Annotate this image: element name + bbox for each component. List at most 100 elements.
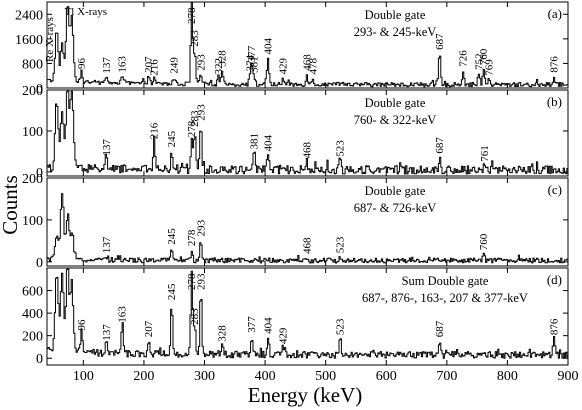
tl-xray-label: Tl X-rays — [65, 6, 107, 18]
x-tick-label: 800 — [497, 369, 518, 384]
peak-label: 96 — [76, 58, 88, 70]
peak-label: 752 — [473, 53, 485, 70]
gate-energies: 760- & 322-keV — [354, 113, 437, 127]
peak-label: 216 — [149, 59, 161, 76]
peak-label: 278 — [186, 229, 198, 246]
peak-label: 760 — [478, 233, 490, 250]
y-tick-label: 200 — [22, 172, 43, 187]
peak-label: 283 — [189, 30, 201, 47]
peak-label: 404 — [263, 317, 275, 334]
peak-label: 293 — [195, 54, 207, 71]
panel-frame — [46, 267, 569, 366]
peak-label: 249 — [169, 57, 181, 74]
peak-label: 687 — [434, 137, 446, 154]
y-tick-label: 100 — [22, 214, 43, 229]
peak-label: 468 — [301, 237, 313, 254]
x-tick-label: 700 — [436, 369, 457, 384]
peak-label: 96 — [76, 319, 88, 331]
y-tick-label: 800 — [22, 57, 43, 72]
gate-energies: 293- & 245-keV — [354, 25, 437, 39]
peak-label: 876 — [549, 56, 561, 73]
peak-label: 769 — [484, 59, 496, 76]
peak-label: 523 — [335, 236, 347, 253]
y-tick-label: 100 — [22, 125, 43, 140]
peak-label: 381 — [249, 133, 261, 150]
y-tick-label: 1600 — [15, 33, 43, 48]
peak-label: 760 — [478, 48, 490, 65]
peak-label: 137 — [101, 57, 113, 74]
peak-label: 283 — [189, 110, 201, 127]
peak-label: 687 — [434, 320, 446, 337]
gate-energies: 687-, 876-, 163-, 207 & 377-keV — [362, 291, 528, 305]
peak-label: 687 — [434, 33, 446, 50]
x-tick-label: 100 — [73, 369, 94, 384]
peak-label: 468 — [301, 54, 313, 71]
x-axis-title: Energy (keV) — [248, 383, 363, 407]
panel-letter: (c) — [548, 182, 562, 197]
x-tick-label: 900 — [558, 369, 579, 384]
peak-label: 137 — [101, 236, 113, 253]
peak-label: 374 — [244, 54, 256, 71]
peak-label: 137 — [101, 139, 113, 156]
peak-label: 207 — [143, 320, 155, 337]
peak-label: 377 — [246, 316, 258, 333]
y-tick-label: 600 — [22, 285, 43, 300]
panel-letter: (d) — [547, 272, 562, 287]
panel-letter: (b) — [547, 94, 562, 109]
gate-title: Double gate — [365, 8, 426, 22]
peak-label: 245 — [166, 130, 178, 147]
panel-frame — [46, 177, 569, 267]
peak-label: 876 — [549, 318, 561, 335]
y-tick-label: 0 — [36, 256, 43, 271]
y-tick-label: 2400 — [15, 8, 43, 23]
peak-label: 761 — [479, 145, 491, 162]
spectrum-line-b — [47, 90, 568, 175]
peak-label: 216 — [149, 122, 161, 139]
gate-title: Double gate — [365, 96, 426, 110]
y-tick-label: 200 — [22, 84, 43, 99]
y-tick-label: 0 — [36, 352, 43, 367]
gate-title: Double gate — [365, 184, 426, 198]
x-tick-label: 600 — [376, 369, 397, 384]
peak-label: 478 — [307, 58, 319, 75]
panel-letter: (a) — [548, 6, 562, 21]
peak-label: 278 — [186, 120, 198, 137]
peak-label: 278 — [186, 7, 198, 24]
peak-label: 283 — [189, 308, 201, 325]
spectrum-line-d — [47, 268, 568, 359]
peak-label: 523 — [335, 140, 347, 157]
peak-label: 245 — [166, 283, 178, 300]
peak-label: 404 — [263, 135, 275, 152]
y-tick-label: 0 — [36, 82, 43, 97]
y-axis-title: Counts — [0, 175, 22, 235]
peak-label: 381 — [249, 56, 261, 73]
x-tick-label: 500 — [315, 369, 336, 384]
peak-label: 429 — [278, 58, 290, 75]
peak-label: 322 — [213, 58, 225, 75]
x-tick-label: 400 — [255, 369, 276, 384]
peak-label: 137 — [101, 324, 113, 341]
y-tick-label: 0 — [36, 166, 43, 181]
y-tick-label: 200 — [22, 330, 43, 345]
peak-label: 293 — [195, 219, 207, 236]
peak-label: 293 — [195, 104, 207, 121]
x-tick-label: 300 — [194, 369, 215, 384]
peak-label: 523 — [335, 318, 347, 335]
peak-label: 429 — [278, 327, 290, 344]
gate-energies: 687- & 726-keV — [354, 201, 437, 215]
peak-label: 245 — [166, 228, 178, 245]
x-tick-label: 200 — [133, 369, 154, 384]
panel-frame — [46, 1, 569, 89]
peak-label: 163 — [117, 56, 129, 73]
peak-label: 207 — [143, 56, 155, 73]
gate-title: Sum Double gate — [402, 274, 489, 288]
peak-label: 468 — [301, 142, 313, 159]
spectrum-line-c — [47, 193, 568, 264]
peak-label: 328 — [217, 325, 229, 342]
panel-frame — [46, 89, 569, 177]
peak-label: 163 — [117, 306, 129, 323]
